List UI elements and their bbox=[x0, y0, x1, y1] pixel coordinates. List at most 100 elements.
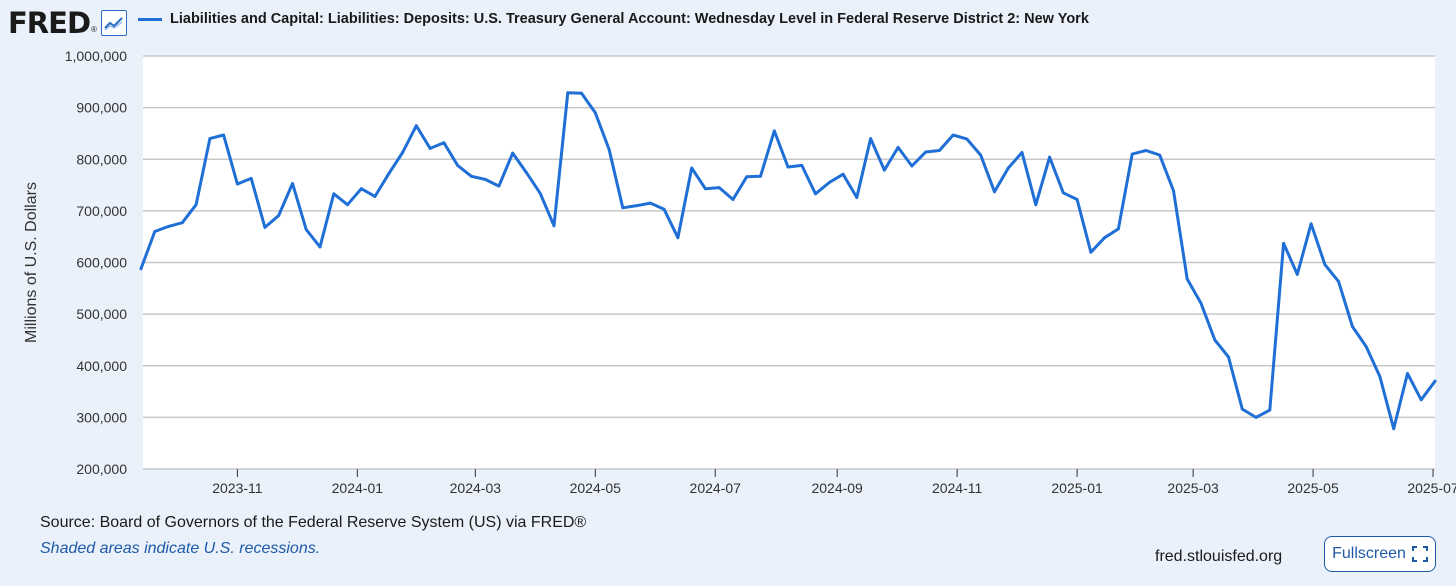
data-point bbox=[1006, 166, 1010, 170]
fred-logo[interactable]: FRED ® bbox=[8, 8, 127, 38]
data-point bbox=[1295, 273, 1299, 276]
data-point bbox=[497, 184, 501, 188]
data-point bbox=[1254, 416, 1258, 419]
data-point bbox=[814, 192, 817, 196]
data-point bbox=[607, 148, 611, 151]
data-point bbox=[827, 181, 831, 184]
grid-lines bbox=[143, 55, 1435, 470]
x-tick-label: 2025-07 bbox=[1407, 480, 1456, 496]
data-point bbox=[511, 151, 515, 155]
data-point bbox=[263, 226, 267, 229]
data-point bbox=[1130, 152, 1134, 156]
y-axis-ticks: 1,000,000 900,000 800,000 700,000 600,000 500… bbox=[65, 48, 128, 477]
data-point bbox=[635, 204, 638, 208]
data-point bbox=[786, 165, 790, 169]
data-point bbox=[442, 141, 446, 145]
data-point bbox=[194, 203, 198, 207]
data-point bbox=[1117, 227, 1120, 231]
data-point bbox=[359, 187, 363, 191]
y-axis-label: Millions of U.S. Dollars bbox=[23, 182, 40, 343]
data-point bbox=[1034, 203, 1038, 207]
data-point bbox=[401, 151, 404, 154]
data-point bbox=[704, 187, 707, 191]
data-point bbox=[910, 164, 914, 168]
x-tick-label: 2024-03 bbox=[450, 480, 502, 496]
data-point bbox=[1337, 280, 1340, 283]
data-point bbox=[1020, 151, 1024, 154]
x-tick-label: 2025-05 bbox=[1287, 480, 1339, 496]
data-point bbox=[566, 91, 570, 95]
x-tick-label: 2024-05 bbox=[570, 480, 622, 496]
data-point bbox=[373, 195, 377, 198]
data-point bbox=[552, 224, 556, 228]
fullscreen-label: Fullscreen bbox=[1332, 545, 1406, 562]
data-point bbox=[139, 267, 143, 271]
data-point bbox=[1061, 191, 1065, 195]
data-point bbox=[222, 133, 226, 137]
line-chart: 1,000,000 900,000 800,000 700,000 600,000 500… bbox=[23, 48, 1456, 496]
data-point bbox=[332, 192, 336, 196]
line-chart-icon bbox=[100, 10, 127, 36]
data-point bbox=[979, 153, 983, 157]
y-tick-label: 200,000 bbox=[76, 461, 127, 477]
x-tick-label: 2025-01 bbox=[1051, 480, 1103, 496]
data-point bbox=[800, 164, 804, 167]
data-point bbox=[277, 214, 281, 217]
data-point bbox=[1213, 338, 1217, 342]
data-point bbox=[387, 172, 391, 176]
data-point bbox=[153, 230, 157, 233]
y-tick-label: 600,000 bbox=[76, 255, 127, 271]
data-point bbox=[167, 225, 171, 228]
data-point bbox=[1144, 149, 1148, 152]
data-point bbox=[676, 236, 680, 240]
data-point bbox=[841, 172, 845, 176]
data-point bbox=[525, 171, 528, 175]
data-point bbox=[731, 198, 735, 201]
series-points bbox=[139, 91, 1437, 431]
data-point bbox=[965, 137, 969, 141]
data-point bbox=[1419, 398, 1423, 402]
y-tick-label: 300,000 bbox=[76, 409, 127, 425]
data-point bbox=[1089, 250, 1093, 254]
data-point bbox=[1406, 372, 1409, 375]
data-point bbox=[717, 186, 721, 190]
fullscreen-button[interactable]: Fullscreen bbox=[1324, 536, 1436, 572]
x-tick-label: 2024-01 bbox=[332, 480, 384, 496]
data-point bbox=[249, 177, 253, 180]
data-point bbox=[745, 175, 749, 179]
data-point bbox=[456, 164, 459, 167]
y-tick-label: 700,000 bbox=[76, 203, 127, 219]
expand-icon bbox=[1411, 546, 1428, 562]
data-point bbox=[1240, 407, 1244, 411]
data-point bbox=[428, 147, 432, 150]
data-point bbox=[924, 150, 928, 154]
data-point bbox=[538, 191, 542, 195]
y-tick-label: 500,000 bbox=[76, 306, 127, 322]
data-point bbox=[1351, 325, 1354, 328]
data-point bbox=[1392, 427, 1396, 431]
data-point bbox=[621, 206, 625, 210]
data-point bbox=[1433, 379, 1437, 383]
data-point bbox=[993, 190, 996, 194]
y-tick-label: 900,000 bbox=[76, 100, 127, 116]
data-point bbox=[951, 133, 955, 137]
registered-mark: ® bbox=[91, 25, 97, 34]
data-point bbox=[883, 168, 886, 172]
data-point bbox=[772, 129, 776, 133]
data-point bbox=[1268, 408, 1272, 412]
x-tick-label: 2023-11 bbox=[212, 480, 263, 496]
data-point bbox=[1185, 277, 1189, 281]
data-point bbox=[1364, 345, 1368, 348]
x-tick-label: 2025-03 bbox=[1167, 480, 1219, 496]
recession-note: Shaded areas indicate U.S. recessions. bbox=[40, 540, 321, 557]
data-point bbox=[483, 178, 487, 181]
data-point bbox=[414, 124, 418, 128]
data-point bbox=[662, 207, 666, 211]
data-point bbox=[1378, 375, 1382, 378]
data-point bbox=[304, 228, 308, 231]
data-point bbox=[759, 174, 762, 178]
data-point bbox=[470, 174, 473, 178]
data-point bbox=[291, 182, 294, 185]
site-url[interactable]: fred.stlouisfed.org bbox=[1155, 548, 1283, 565]
data-point bbox=[1282, 242, 1285, 245]
